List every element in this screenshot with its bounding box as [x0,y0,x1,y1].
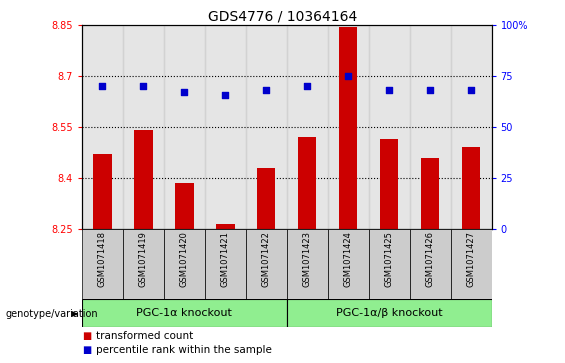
Bar [205,25,246,229]
Bar [123,25,164,229]
Text: GSM1071426: GSM1071426 [425,231,434,287]
Text: genotype/variation: genotype/variation [6,309,98,319]
Text: GSM1071424: GSM1071424 [344,231,353,287]
Text: GSM1071423: GSM1071423 [303,231,312,287]
Text: transformed count: transformed count [96,331,193,341]
Point [467,87,476,93]
Bar [410,229,451,299]
Bar [164,25,205,229]
Bar [257,168,276,229]
Text: percentile rank within the sample: percentile rank within the sample [96,345,272,355]
Bar [134,130,153,229]
Bar [287,25,328,229]
Point [180,90,189,95]
Point [303,83,312,89]
Text: PGC-1α knockout: PGC-1α knockout [136,308,232,318]
Text: GSM1071422: GSM1071422 [262,231,271,287]
Bar [328,25,369,229]
Text: GSM1071425: GSM1071425 [385,231,394,287]
Bar [175,183,194,229]
Bar [287,229,328,299]
Text: PGC-1α/β knockout: PGC-1α/β knockout [336,308,442,318]
Text: GSM1071427: GSM1071427 [467,231,476,287]
Bar [246,25,287,229]
Bar [451,229,492,299]
Point [221,91,230,97]
Bar [328,229,369,299]
Bar [369,25,410,229]
Point [385,87,394,93]
Bar [369,229,410,299]
Bar [380,139,398,229]
Point [98,83,107,89]
Point [139,83,148,89]
Text: GSM1071420: GSM1071420 [180,231,189,287]
Bar [93,154,112,229]
Bar [205,229,246,299]
Bar [339,27,358,229]
Bar [82,229,123,299]
Text: GSM1071418: GSM1071418 [98,231,107,287]
Text: GDS4776 / 10364164: GDS4776 / 10364164 [208,9,357,23]
Text: ■: ■ [82,331,91,341]
Point [344,73,353,79]
Bar [216,224,234,229]
Bar [462,147,480,229]
Bar [410,25,451,229]
Text: GSM1071419: GSM1071419 [139,231,148,287]
Bar [287,299,492,327]
Bar [82,299,287,327]
Text: GSM1071421: GSM1071421 [221,231,230,287]
Bar [451,25,492,229]
Point [262,87,271,93]
Bar [164,229,205,299]
Bar [246,229,287,299]
Bar [298,137,316,229]
Text: ■: ■ [82,345,91,355]
Bar [421,158,440,229]
Bar [123,229,164,299]
Bar [82,25,123,229]
Point [425,87,434,93]
